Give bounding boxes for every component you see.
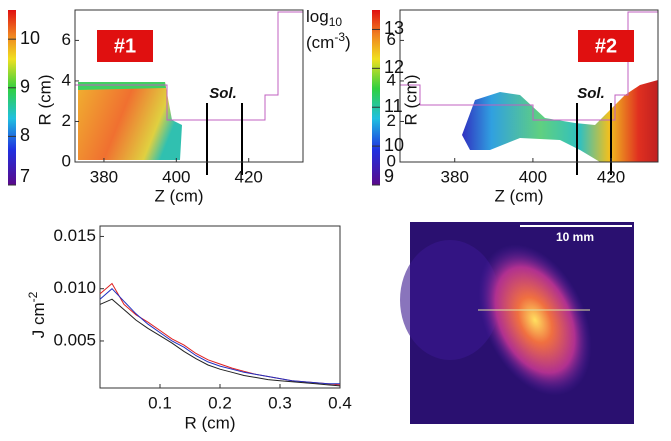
x-axis-label: Z (cm) xyxy=(494,186,543,205)
colorbar-tick-label: 13 xyxy=(384,18,404,38)
x-tick-label: 380 xyxy=(441,167,469,186)
label-box xyxy=(578,30,634,62)
y-axis-label: J cm-2 xyxy=(26,291,48,338)
colorbar-tick-label: 9 xyxy=(20,77,30,97)
y-axis-label-part: J cm xyxy=(29,302,48,338)
colorbar-tick-label: 10 xyxy=(20,28,40,48)
x-tick-label: 0.4 xyxy=(328,393,352,412)
x-tick-label: 0.2 xyxy=(208,393,232,412)
y-axis-label: R (cm) xyxy=(35,75,54,126)
x-tick-label: 420 xyxy=(597,167,625,186)
panel-label: #1 xyxy=(114,35,136,57)
y-axis-label-part: -2 xyxy=(26,291,40,302)
x-axis-label: R (cm) xyxy=(185,413,236,432)
colorbar-tick-label: 11 xyxy=(384,96,403,116)
colorbar-tick-label: 10 xyxy=(384,135,404,155)
y-tick-label: 0 xyxy=(387,151,396,170)
density-map xyxy=(78,82,182,160)
scale-label: 10 mm xyxy=(556,230,594,244)
series-line xyxy=(99,288,340,385)
x-tick-label: 380 xyxy=(90,167,118,186)
series-line xyxy=(99,298,341,387)
photo-spot xyxy=(478,244,592,396)
colorbar-tick-label: 8 xyxy=(20,125,30,145)
plot-frame xyxy=(74,9,304,163)
photo-glow xyxy=(400,240,500,360)
colorbar xyxy=(372,10,380,185)
y-tick-label: 4 xyxy=(387,70,396,89)
x-tick-label: 420 xyxy=(235,167,263,186)
x-axis-label: Z (cm) xyxy=(154,186,203,205)
y-tick-label: 4 xyxy=(62,70,71,89)
colorbar-label-part: ) xyxy=(345,33,351,52)
colorbar-label: log10 xyxy=(306,7,342,29)
colorbar-tick-label: 12 xyxy=(384,57,404,77)
density-map xyxy=(462,80,658,162)
panel-label: #2 xyxy=(595,35,617,57)
colorbar-label: (cm-3) xyxy=(306,30,351,52)
x-tick-label: 0.3 xyxy=(268,393,292,412)
y-tick-label: 0.015 xyxy=(53,226,96,245)
x-tick-label: 0.1 xyxy=(148,393,172,412)
annotation: Sol. xyxy=(209,85,237,102)
y-tick-label: 2 xyxy=(387,111,396,130)
colorbar-label-part: (cm xyxy=(306,33,334,52)
y-tick-label: 0 xyxy=(62,151,71,170)
colorbar-tick-label: 9 xyxy=(384,166,394,186)
density-edge xyxy=(78,82,166,90)
y-tick-label: 2 xyxy=(62,111,71,130)
x-tick-label: 400 xyxy=(519,167,547,186)
boundary xyxy=(75,11,303,121)
colorbar-tick-label: 7 xyxy=(20,166,30,186)
x-tick-label: 400 xyxy=(162,167,190,186)
plot-frame xyxy=(399,9,659,163)
annotation: Sol. xyxy=(577,85,605,102)
colorbar-label-part: 10 xyxy=(329,15,343,29)
y-tick-label: 0.010 xyxy=(53,278,96,297)
colorbar xyxy=(8,10,16,185)
y-axis-label: R (cm) xyxy=(401,75,420,126)
colorbar-label-part: -3 xyxy=(334,30,345,44)
y-tick-label: 0.005 xyxy=(53,330,96,349)
y-tick-label: 6 xyxy=(387,30,396,49)
label-box xyxy=(97,30,153,62)
y-tick-label: 6 xyxy=(62,30,71,49)
colorbar-label-part: log xyxy=(306,7,329,26)
